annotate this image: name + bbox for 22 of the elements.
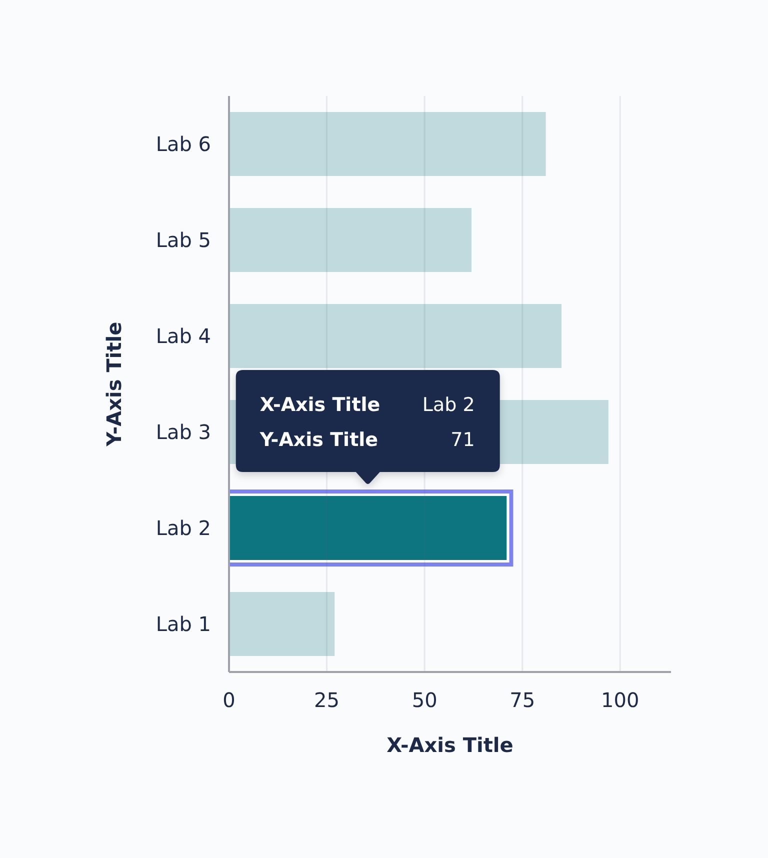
- x-tick-label: 25: [314, 688, 340, 712]
- x-tick-label: 75: [510, 688, 536, 712]
- y-tick-label: Lab 5: [156, 228, 211, 252]
- bar: [229, 496, 507, 560]
- annotation: Lab 2: [422, 394, 475, 416]
- y-tick-label: Lab 2: [156, 516, 211, 540]
- x-axis-title: X-Axis Title: [386, 733, 514, 757]
- bar: [229, 112, 546, 176]
- bar: [229, 304, 562, 368]
- y-axis-title: Y-Axis Title: [102, 322, 126, 448]
- annotation: 71: [450, 429, 475, 451]
- y-tick-label: Lab 1: [156, 612, 211, 636]
- y-tick-label: Lab 6: [156, 132, 211, 156]
- x-tick-label: 50: [412, 688, 438, 712]
- bar: [229, 592, 335, 656]
- x-tick-label: 100: [601, 688, 640, 712]
- y-tick-label: Lab 4: [156, 324, 211, 348]
- annotation: X-Axis Title: [260, 394, 380, 416]
- bar: [229, 208, 472, 272]
- y-tick-label: Lab 3: [156, 420, 211, 444]
- annotation: Y-Axis Title: [258, 429, 378, 451]
- x-tick-label: 0: [222, 688, 236, 712]
